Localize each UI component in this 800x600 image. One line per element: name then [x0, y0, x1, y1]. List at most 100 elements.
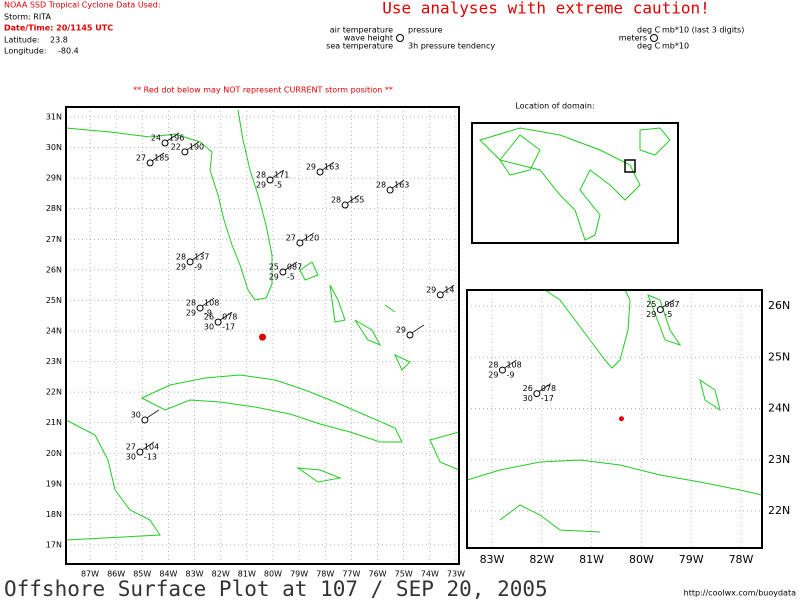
caution: Use analyses with extreme caution!: [382, 0, 710, 18]
lon-label: 78W: [316, 570, 334, 579]
station: 26 078 30 -17: [204, 311, 237, 332]
legend-text: sea temperature: [326, 42, 393, 51]
station-temp: 27: [286, 233, 296, 242]
lon-label: 80W: [264, 570, 282, 579]
station-tend: -5: [274, 180, 282, 189]
coastline: [479, 127, 641, 241]
station-temp: 30: [131, 410, 141, 419]
wind-barb: [504, 359, 517, 369]
station-temp: 26: [204, 313, 214, 322]
station-tend: -9: [506, 371, 514, 380]
lon-label: 82W: [212, 570, 230, 579]
wind-barb: [662, 299, 675, 308]
station-pres: 120: [304, 233, 319, 242]
wind-barb: [166, 132, 180, 142]
wind-barb: [442, 284, 455, 294]
station-pres: 078: [222, 313, 237, 322]
station: 28 163: [376, 179, 409, 194]
legend-symbol: [650, 34, 658, 42]
legend-text: deg C: [637, 42, 661, 51]
station-pres: 190: [189, 142, 204, 151]
warning: ** Red dot below may NOT represent CURRE…: [133, 86, 393, 95]
station-pres: 087: [287, 262, 302, 271]
lat-label: 31N: [46, 113, 62, 122]
lon-label: 79W: [290, 570, 308, 579]
inset: Location of domain:: [471, 102, 679, 244]
lon-label: 82W: [529, 553, 554, 566]
station-marker: [341, 201, 349, 209]
lat-label: 29N: [46, 174, 62, 183]
lon-label: 81W: [238, 570, 256, 579]
wind-barb: [346, 194, 360, 204]
station: 28 137 29 -9: [176, 251, 209, 271]
station-temp: 25: [269, 262, 279, 271]
station-pres: 104: [144, 443, 159, 452]
lon-label: 77W: [342, 570, 360, 579]
station-sst: 29: [256, 180, 266, 189]
wind-barb: [186, 141, 200, 151]
lon-label: 85W: [133, 570, 151, 579]
zoom-frame: [466, 289, 763, 549]
lat-label: 22N: [768, 504, 790, 517]
station: 29 14: [426, 284, 455, 299]
station: 30: [131, 409, 160, 424]
longitude-label: Longitude:: [4, 47, 46, 56]
datetime: Date/Time: 20/1145 UTC: [4, 24, 113, 33]
lat-label: 27N: [46, 235, 62, 244]
station-pres: 185: [154, 153, 169, 162]
wind-barb: [391, 179, 405, 189]
station-temp: 26: [523, 384, 533, 393]
station-temp: 22: [171, 142, 181, 151]
station-pres: 108: [506, 361, 521, 370]
station-sst: 29: [186, 309, 196, 318]
agency: NOAA SSD Tropical Cyclone Data Used:: [4, 1, 161, 10]
lon-label: 83W: [480, 553, 505, 566]
station-tend: -17: [541, 394, 554, 403]
station-temp: 29: [306, 163, 316, 172]
station-tend: -13: [144, 453, 157, 462]
station-sst: 29: [269, 272, 279, 281]
wind-barb: [271, 169, 285, 179]
wind-barb: [151, 152, 165, 162]
station-sst: 30: [204, 323, 214, 332]
station-temp: 28: [176, 252, 186, 261]
station-pres: 163: [394, 181, 409, 190]
station-temp: 28: [376, 181, 386, 190]
station-pres: 155: [349, 196, 364, 205]
station-pres: 108: [204, 299, 219, 308]
station-tend: -5: [287, 272, 295, 281]
station-tend: -17: [222, 323, 235, 332]
station-pres: 163: [324, 163, 339, 172]
station: 29: [396, 324, 425, 339]
coastline: [65, 419, 161, 541]
lon-label: 73W: [447, 570, 465, 579]
wind-barb: [191, 251, 205, 261]
station-temp: 28: [256, 170, 266, 179]
legend-text: air temperature: [330, 26, 393, 35]
station-temp: 24: [151, 133, 161, 142]
lon-label: 74W: [421, 570, 439, 579]
lat-label: 24N: [46, 326, 62, 335]
station-temp: 28: [331, 196, 341, 205]
legend-text: deg C: [637, 26, 661, 35]
station-temp: 27: [126, 443, 136, 452]
coastline: [140, 374, 403, 443]
station-temp: 25: [646, 300, 656, 309]
station-marker: [141, 416, 149, 424]
station-temp: 29: [426, 285, 436, 294]
lat-label: 26N: [46, 265, 62, 274]
station: 25 087 29 -5: [646, 299, 680, 319]
map-frame: [65, 106, 460, 565]
station-tend: -9: [204, 309, 212, 318]
station-marker: [316, 168, 324, 176]
storm-position: [259, 333, 267, 341]
legend-text: wave height: [344, 34, 393, 43]
station-marker: [406, 331, 414, 339]
lat-label: 26N: [768, 299, 790, 312]
legend-text: mb*10: [662, 42, 689, 51]
wind-barb: [219, 311, 233, 321]
station-marker: [656, 306, 664, 314]
lat-label: 28N: [46, 204, 62, 213]
lon-label: 86W: [107, 570, 125, 579]
station: 26 078 30 -17: [523, 383, 556, 403]
